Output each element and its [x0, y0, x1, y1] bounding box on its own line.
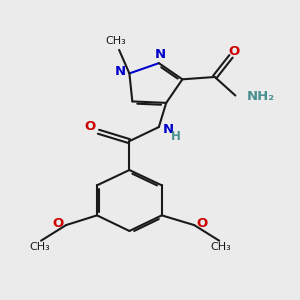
Text: H: H	[171, 130, 181, 143]
Text: N: N	[155, 48, 166, 62]
Text: N: N	[163, 124, 174, 136]
Text: CH₃: CH₃	[106, 36, 127, 46]
Text: O: O	[228, 45, 239, 58]
Text: O: O	[197, 217, 208, 230]
Text: N: N	[114, 64, 125, 78]
Text: CH₃: CH₃	[29, 242, 50, 252]
Text: CH₃: CH₃	[210, 242, 231, 252]
Text: O: O	[85, 120, 96, 133]
Text: NH₂: NH₂	[247, 91, 275, 103]
Text: O: O	[52, 217, 64, 230]
